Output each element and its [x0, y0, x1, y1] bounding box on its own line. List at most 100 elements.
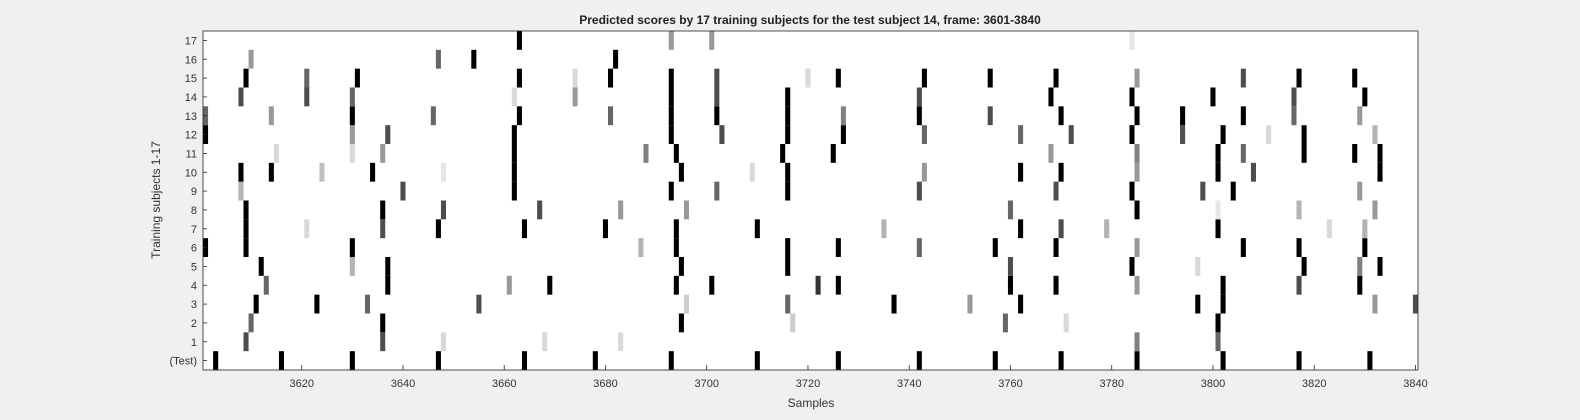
heatmap-cell [1357, 106, 1363, 126]
heatmap-cell [709, 31, 715, 50]
heatmap-cell [1362, 87, 1368, 107]
heatmap-cell [268, 106, 274, 126]
heatmap-cell [238, 181, 244, 201]
y-tick-label: 1 [191, 337, 197, 349]
heatmap-cell [349, 238, 355, 257]
heatmap-cell [638, 238, 644, 257]
heatmap-cell [714, 106, 720, 126]
heatmap-cell [967, 294, 973, 314]
heatmap-cell [678, 162, 684, 182]
heatmap-cell [921, 162, 927, 182]
heatmap-cell [1215, 313, 1221, 333]
heatmap-cell [683, 200, 689, 220]
heatmap-cell [790, 313, 796, 333]
heatmap-cell [253, 294, 259, 314]
y-tick-label: 5 [191, 261, 197, 273]
heatmap-cell [749, 162, 755, 182]
heatmap-cell [268, 162, 274, 182]
heatmap-cell [785, 125, 791, 144]
heatmap-cell [440, 200, 446, 220]
heatmap-cell [618, 332, 624, 352]
x-tick-label: 3840 [1403, 378, 1427, 390]
heatmap-cell [754, 351, 760, 370]
heatmap-cell [1200, 181, 1206, 201]
heatmap-cell [1296, 238, 1302, 257]
heatmap-cell [440, 332, 446, 352]
heatmap-cell [668, 181, 674, 201]
heatmap-cell [248, 313, 254, 333]
y-tick-label: 13 [185, 111, 197, 123]
heatmap-cell [471, 49, 477, 69]
y-tick-label: 17 [185, 35, 197, 47]
x-axis: 3620 3640 3660 3680 3700 3720 3740 3760 3780 3800… [289, 365, 1428, 390]
heatmap-cell [511, 144, 517, 163]
heatmap-cell [243, 332, 249, 352]
heatmap-cell [1372, 125, 1378, 144]
heatmap-cell [840, 106, 846, 126]
heatmap-cell [1195, 294, 1201, 314]
heatmap-cell [1018, 125, 1024, 144]
heatmap-cell [380, 313, 386, 333]
heatmap-cell [1367, 351, 1373, 370]
heatmap-cell [1377, 162, 1383, 182]
heatmap-cell [1058, 106, 1064, 126]
heatmap-cell [1250, 162, 1256, 182]
heatmap-cell [881, 219, 887, 239]
heatmap-cell [238, 162, 244, 182]
heatmap-cell [643, 144, 649, 163]
heatmap-cell [1018, 219, 1024, 239]
heatmap-cell [668, 87, 674, 107]
x-tick-label: 3760 [998, 378, 1022, 390]
heatmap-cell [1134, 351, 1140, 370]
heatmap-cell [714, 87, 720, 107]
heatmap-cell [1058, 162, 1064, 182]
heatmap-cell [1134, 200, 1140, 220]
x-tick-label: 3740 [897, 378, 921, 390]
x-tick-label: 3720 [796, 378, 820, 390]
heatmap-cell [1180, 125, 1186, 144]
heatmap-cell [400, 181, 406, 201]
heatmap-cell [785, 162, 791, 182]
heatmap-cell [830, 144, 836, 163]
y-tick-label: 7 [191, 224, 197, 236]
heatmap-cell [780, 144, 786, 163]
heatmap-cell [835, 68, 841, 88]
heatmap-cell [1134, 275, 1140, 295]
heatmap-cell [835, 238, 841, 257]
heatmap-cell [835, 351, 841, 370]
heatmap-cell [511, 181, 517, 201]
heatmap-cell [1053, 68, 1059, 88]
heatmap-cell [380, 332, 386, 352]
heatmap-cell [263, 275, 269, 295]
y-tick-label: 12 [185, 130, 197, 142]
y-tick-label: 6 [191, 243, 197, 255]
y-tick-label: 10 [185, 167, 197, 179]
heatmap-cell [248, 49, 254, 69]
y-tick-label: 15 [185, 73, 197, 85]
x-tick-label: 3680 [593, 378, 617, 390]
heatmap-cell [602, 219, 608, 239]
heatmap-cell [1063, 313, 1069, 333]
heatmap-cell [1301, 144, 1307, 163]
x-tick-label: 3700 [694, 378, 718, 390]
y-tick-label: 16 [185, 54, 197, 66]
heatmap-cell [1134, 144, 1140, 163]
heatmap-cell [608, 106, 614, 126]
heatmap-cell [273, 144, 279, 163]
heatmap-cell [1018, 294, 1024, 314]
heatmap-cell [987, 68, 993, 88]
x-tick-label: 3640 [391, 378, 415, 390]
heatmap-cell [678, 257, 684, 276]
heatmap-cell [785, 87, 791, 107]
heatmap-cell [613, 49, 619, 69]
heatmap-cell [719, 125, 725, 144]
heatmap-cell [1053, 238, 1059, 257]
heatmap-cell [238, 87, 244, 107]
heatmap-cell [1377, 144, 1383, 163]
heatmap-cell [1412, 294, 1418, 314]
heatmap-cell [1134, 332, 1140, 352]
heatmap-cell [815, 275, 821, 295]
y-tick-label: 14 [185, 92, 197, 104]
heatmap-cell [435, 49, 441, 69]
